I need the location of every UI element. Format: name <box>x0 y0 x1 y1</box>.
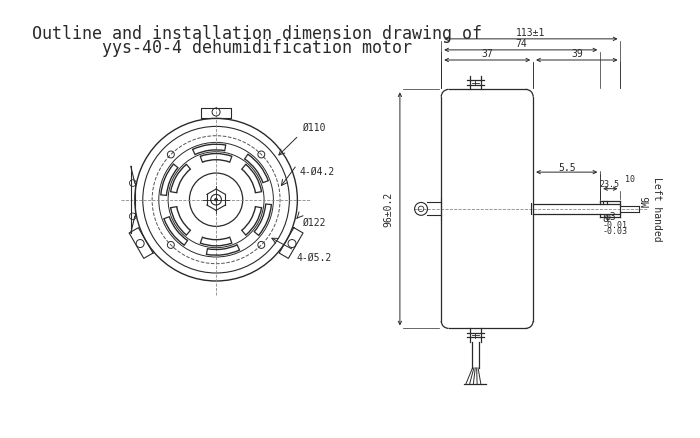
Text: Left handed: Left handed <box>652 177 662 241</box>
Circle shape <box>215 198 218 201</box>
Text: 37: 37 <box>482 49 493 60</box>
Text: 39: 39 <box>571 49 582 60</box>
Text: 74: 74 <box>515 39 526 49</box>
Text: 96±0.2: 96±0.2 <box>384 191 394 226</box>
Text: yys-40-4 dehumidification motor: yys-40-4 dehumidification motor <box>102 39 412 57</box>
Text: 113±1: 113±1 <box>516 28 545 39</box>
Text: Ø122: Ø122 <box>302 218 325 228</box>
Text: Ø110: Ø110 <box>302 123 325 133</box>
Text: 23.5: 23.5 <box>599 180 620 189</box>
Text: 10: 10 <box>624 175 635 184</box>
Text: -0.01: -0.01 <box>602 221 627 230</box>
Text: -0.03: -0.03 <box>602 227 627 237</box>
Text: 5.5: 5.5 <box>558 162 575 173</box>
Text: M6: M6 <box>641 196 651 208</box>
Text: 4-Ø5.2: 4-Ø5.2 <box>297 253 332 263</box>
Text: φ3: φ3 <box>605 212 616 222</box>
Text: Outline and installation dimension drawing of: Outline and installation dimension drawi… <box>32 25 482 43</box>
Text: 8: 8 <box>602 214 608 224</box>
Text: 4-Ø4.2: 4-Ø4.2 <box>300 166 335 177</box>
